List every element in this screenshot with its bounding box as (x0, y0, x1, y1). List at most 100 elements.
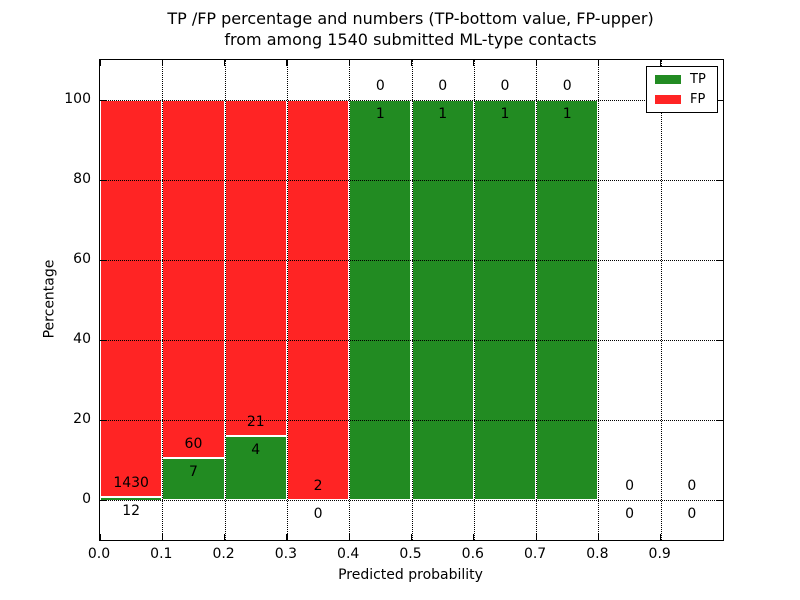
y-tick-label: 0 (82, 491, 91, 507)
y-tickmark-right (717, 259, 723, 261)
x-tickmark (348, 534, 350, 540)
vertical-gridline (224, 60, 226, 540)
vertical-gridline (411, 60, 413, 540)
x-tick-label: 0.8 (586, 546, 609, 562)
vertical-gridline (349, 60, 351, 540)
x-tick-label: 0.7 (523, 546, 547, 562)
x-tick-label: 0.9 (648, 546, 671, 562)
tp-count-label: 0 (313, 506, 323, 522)
plot-area: 1430 12 60 7 21 4 2 0 0 1 0 1 0 1 0 1 0 0 0 0 (99, 59, 724, 541)
y-tick-label: 20 (73, 411, 91, 427)
chart-title-line1: TP /FP percentage and numbers (TP-bottom… (167, 9, 654, 28)
bar-segment-tp (411, 100, 474, 500)
x-tickmark-top (99, 60, 101, 66)
fp-count-label: 0 (562, 78, 572, 94)
fp-count-label: 0 (375, 78, 385, 94)
x-tickmark-top (473, 60, 475, 66)
y-tickmark-right (717, 99, 723, 101)
tp-count-label: 1 (562, 106, 572, 122)
vertical-gridline (536, 60, 538, 540)
legend-entry-fp: FP (655, 92, 709, 107)
bar-segment-tp (349, 100, 412, 500)
fp-count-label: 21 (246, 414, 265, 430)
y-tickmark-right (717, 419, 723, 421)
x-tickmark (535, 534, 537, 540)
bar-segment-fp (162, 100, 225, 459)
x-tickmark-top (535, 60, 537, 66)
y-tickmark-right (717, 339, 723, 341)
x-tickmark (286, 534, 288, 540)
fp-count-label: 0 (625, 478, 634, 494)
x-tickmark-top (348, 60, 350, 66)
y-axis-label-wrap: Percentage (38, 59, 60, 539)
tp-count-label: 0 (625, 506, 634, 522)
x-tickmark (660, 534, 662, 540)
y-tickmark (100, 259, 106, 261)
x-tickmark (597, 534, 600, 540)
legend-label-tp: TP (690, 72, 706, 88)
vertical-gridline (162, 60, 164, 540)
y-tickmark (100, 499, 106, 501)
x-tickmark-top (224, 60, 226, 66)
x-tickmark-top (286, 60, 288, 66)
x-tick-label: 0.4 (337, 546, 360, 562)
y-tick-label: 100 (64, 91, 91, 107)
x-tickmark-top (660, 60, 662, 66)
vertical-gridline (286, 60, 288, 540)
x-tickmark-top (411, 60, 413, 66)
tp-count-label: 0 (687, 506, 697, 522)
fp-count-label: 0 (500, 78, 510, 94)
y-tickmark (100, 99, 106, 101)
x-tick-label: 0.6 (461, 546, 484, 562)
legend-entry-tp: TP (655, 72, 709, 87)
x-tick-label: 0.1 (150, 546, 173, 562)
chart-title-line2: from among 1540 submitted ML-type contac… (224, 30, 597, 49)
fp-count-label: 0 (438, 78, 448, 94)
bar-segment-fp (224, 100, 287, 436)
bar-segment-tp (536, 100, 599, 500)
bar-segment-tp (473, 100, 537, 500)
x-tickmark (161, 534, 163, 540)
chart-title: TP /FP percentage and numbers (TP-bottom… (99, 8, 722, 50)
y-tickmark (100, 419, 106, 421)
fp-color-swatch (655, 94, 681, 104)
x-tick-label: 0.3 (274, 546, 298, 562)
fp-count-label: 60 (184, 436, 203, 453)
fp-count-label: 0 (687, 478, 697, 494)
fp-count-label: 1430 (113, 474, 149, 491)
y-tickmark-right (717, 179, 723, 181)
bar-segment-fp (100, 100, 163, 497)
x-tick-label: 0.0 (87, 546, 111, 562)
y-tickmark (100, 179, 106, 181)
x-tickmark-top (161, 60, 163, 66)
x-tickmark (99, 534, 101, 540)
x-tickmark (473, 534, 475, 540)
x-axis-label: Predicted probability (338, 567, 483, 583)
tp-count-label: 1 (438, 106, 448, 122)
y-tick-label: 80 (73, 171, 91, 187)
y-tickmark-right (717, 499, 723, 501)
tp-count-label: 1 (375, 106, 385, 122)
bar-segment-tp (100, 496, 163, 500)
tp-color-swatch (655, 75, 681, 85)
fp-count-label: 2 (313, 478, 323, 494)
x-tickmark (411, 534, 413, 540)
legend-label-fp: FP (690, 91, 706, 107)
tp-count-label: 1 (500, 106, 510, 122)
y-axis-label: Percentage (41, 259, 58, 339)
vertical-gridline (660, 60, 662, 540)
vertical-gridline (598, 60, 600, 540)
tp-count-label: 12 (122, 502, 141, 519)
vertical-gridline (473, 60, 475, 540)
tp-count-label: 7 (188, 464, 198, 481)
y-tickmark (100, 339, 106, 341)
tp-count-label: 4 (251, 442, 261, 458)
x-tick-label: 0.2 (212, 546, 235, 562)
y-tick-label: 60 (73, 251, 91, 267)
x-tick-label: 0.5 (399, 546, 422, 562)
x-tickmark (224, 534, 226, 540)
x-tickmark-top (597, 60, 600, 66)
bar-segment-fp (286, 100, 350, 500)
y-tick-label: 40 (73, 331, 91, 347)
